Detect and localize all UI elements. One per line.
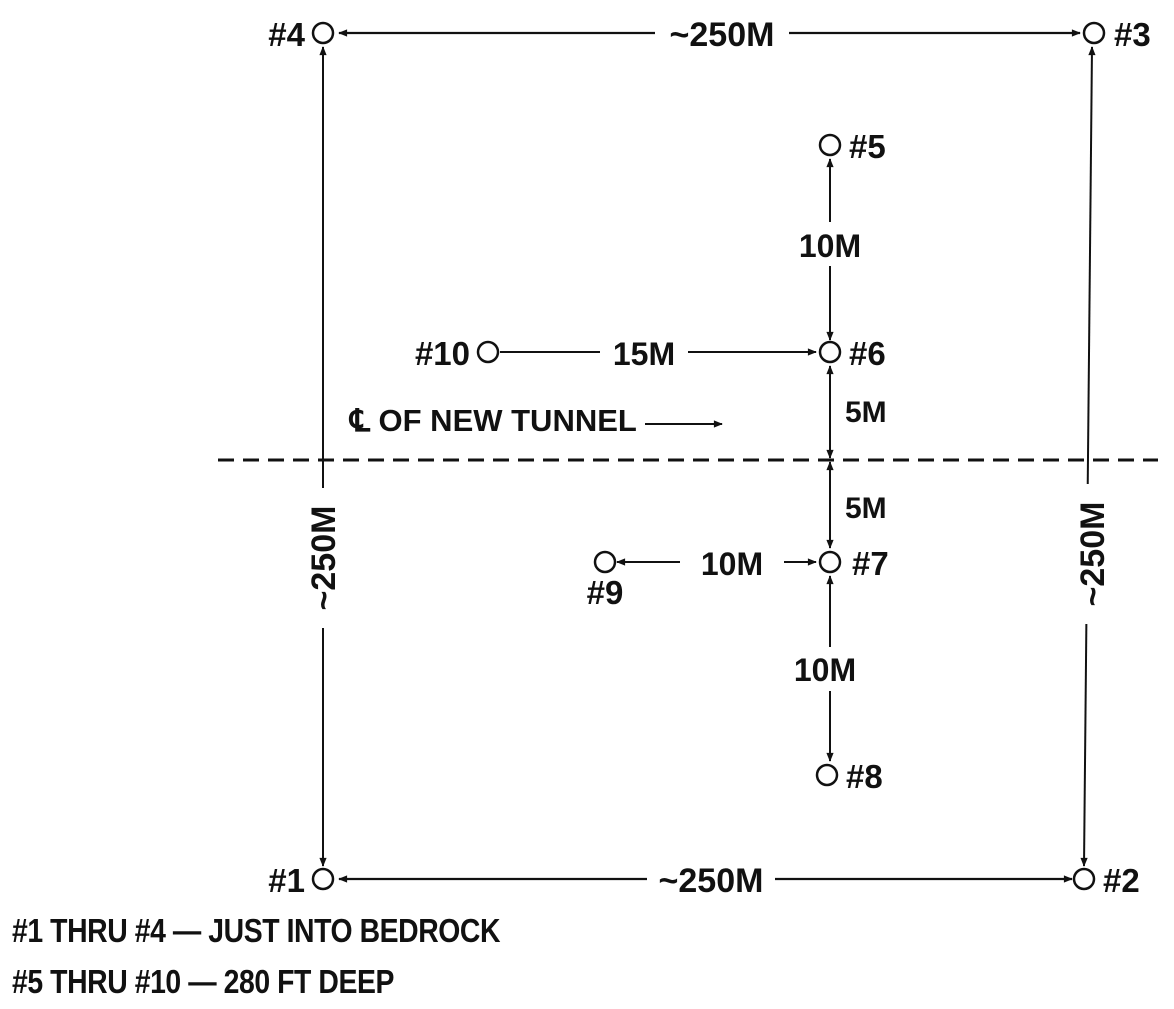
distance-label-top: ~250M [670,16,775,54]
note-deep-wells: #5 THRU #10 — 280 FT DEEP [12,963,394,1000]
distance-label-right: ~250M [1074,502,1112,607]
distance-label-w10-w6: 15M [613,336,675,372]
distance-label-w6-centerline: 5M [845,396,887,429]
well-label-2: #2 [1103,862,1140,899]
well-1-marker [311,867,335,891]
note-shallow-wells: #1 THRU #4 — JUST INTO BEDROCK [12,912,501,949]
well-7-marker [818,550,842,574]
well-label-6: #6 [849,335,886,372]
distance-label-w9-w7: 10M [701,546,763,582]
well-label-7: #7 [852,545,889,582]
distance-label-bottom: ~250M [659,862,764,900]
well-label-3: #3 [1114,16,1151,53]
well-label-4: #4 [268,16,305,53]
well-6-marker [818,340,842,364]
dimension-line-right [1080,46,1096,867]
well-5-marker [818,133,842,157]
well-label-9: #9 [587,574,624,611]
distance-label-left: ~250M [305,506,343,611]
distance-label-w7-w8: 10M [794,652,856,688]
well-label-5: #5 [849,128,886,165]
well-10-marker [476,340,500,364]
well-label-1: #1 [268,862,305,899]
well-9-marker [593,550,617,574]
distance-label-centerline-w7: 5M [845,492,887,525]
well-4-marker [311,21,335,45]
well-label-10: #10 [415,335,470,372]
centerline-label: ℄ OF NEW TUNNEL [348,403,637,438]
distance-label-w5-w6: 10M [799,228,861,264]
well-label-8: #8 [846,758,883,795]
well-2-marker [1072,867,1096,891]
well-8-marker [815,763,839,787]
well-3-marker [1082,21,1106,45]
